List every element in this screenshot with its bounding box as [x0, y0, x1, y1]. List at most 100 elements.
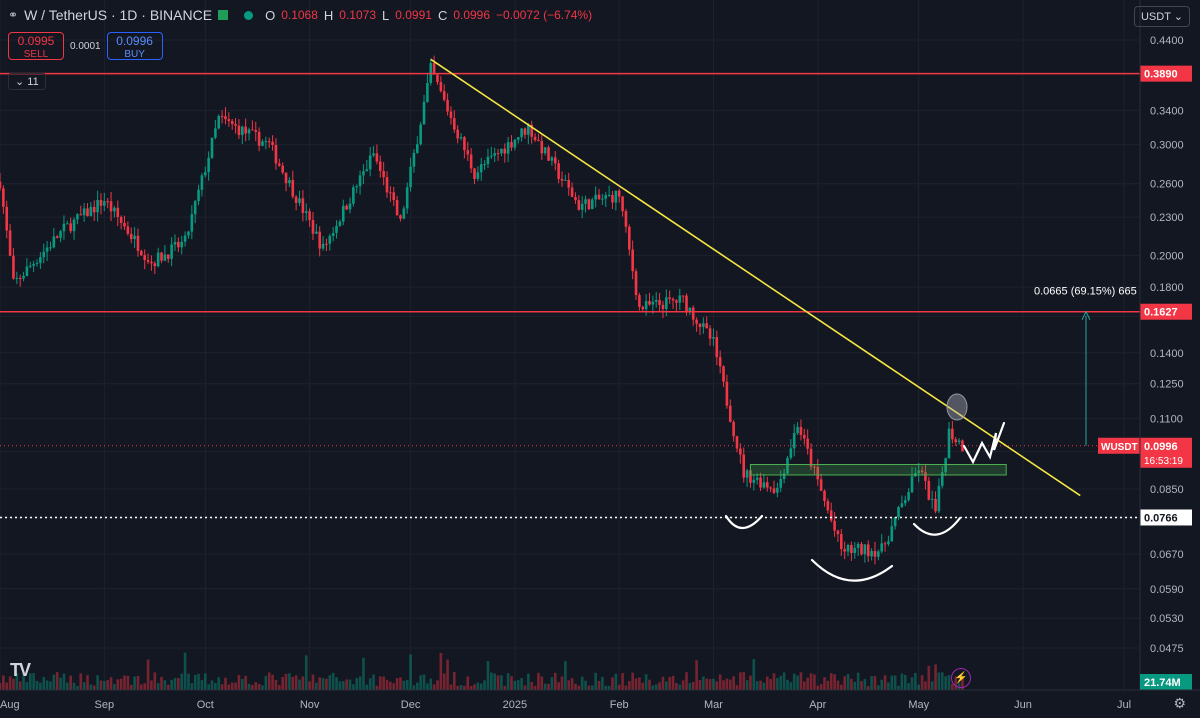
candle-body	[755, 477, 759, 480]
volume-bar	[621, 673, 624, 690]
candle-body	[607, 194, 611, 196]
volume-bar	[214, 683, 217, 690]
volume-bar	[12, 678, 15, 690]
candle-body	[940, 472, 944, 486]
volume-bar	[937, 672, 941, 690]
volume-bar	[702, 676, 705, 690]
lightning-icon[interactable]: ⚡	[951, 668, 971, 688]
time-axis-label: Jul	[1117, 699, 1131, 711]
candle-body	[779, 479, 783, 488]
volume-bar	[28, 673, 32, 690]
volume-bar	[409, 654, 412, 690]
candle-body	[49, 247, 52, 249]
candle-body	[715, 337, 719, 358]
volume-bar	[35, 680, 39, 690]
sell-button[interactable]: 0.0995 SELL	[8, 32, 64, 60]
candle-body	[116, 207, 120, 217]
candle-body	[166, 254, 170, 259]
time-axis-label: Aug	[0, 699, 20, 711]
candle-body	[493, 153, 496, 156]
volume-bar	[806, 677, 809, 690]
candle-body	[267, 141, 271, 143]
candle-body	[345, 205, 348, 210]
volume-bar	[278, 685, 281, 690]
volume-bar	[146, 659, 150, 690]
volume-bar	[920, 675, 924, 690]
candle-body	[419, 124, 422, 145]
candle-body	[469, 154, 473, 169]
volume-bar	[675, 682, 678, 690]
candle-body	[792, 433, 796, 449]
volume-bar	[560, 676, 564, 690]
candle-body	[543, 147, 547, 154]
candle-body	[129, 233, 133, 240]
volume-bar	[887, 682, 890, 690]
candle-body	[799, 426, 803, 435]
candle-body	[177, 241, 180, 248]
volume-bar	[823, 677, 826, 690]
volume-tag	[1140, 674, 1192, 690]
support-zone	[749, 463, 1007, 476]
volume-bar	[816, 685, 820, 690]
volume-bar	[866, 685, 870, 690]
volume-bar	[325, 678, 328, 690]
candle-body	[597, 194, 601, 200]
flag-icon[interactable]	[218, 10, 229, 20]
volume-bar	[220, 684, 224, 690]
candle-body	[72, 219, 76, 232]
buy-button[interactable]: 0.0996 BUY	[106, 32, 163, 60]
time-axis-label: 2025	[503, 699, 527, 711]
settings-gear-icon[interactable]: ⚙	[1173, 695, 1186, 711]
candle-body	[183, 235, 187, 242]
candle-body	[506, 142, 510, 154]
candle-body	[917, 470, 921, 474]
candle-body	[688, 307, 692, 312]
volume-bar	[399, 677, 402, 690]
candle-body	[15, 277, 19, 279]
candle-body	[156, 252, 160, 267]
candle-body	[136, 235, 140, 251]
volume-bar	[873, 676, 877, 690]
candle-body	[712, 337, 715, 339]
candle-body	[745, 470, 749, 478]
volume-bar	[735, 685, 739, 690]
volume-bar	[863, 679, 867, 690]
volume-bar	[89, 684, 93, 690]
candle-body	[661, 304, 665, 309]
candle-body	[382, 170, 385, 178]
volume-bar	[500, 675, 503, 690]
candle-body	[143, 255, 147, 261]
volume-bar	[439, 652, 443, 690]
volume-bar	[840, 684, 843, 690]
volume-bar	[846, 673, 850, 690]
candle-body	[173, 241, 177, 245]
candle-body	[631, 249, 634, 272]
volume-bar	[870, 676, 873, 690]
volume-bar	[308, 681, 311, 690]
time-axis-label: Dec	[401, 699, 421, 711]
volume-bar	[897, 685, 900, 690]
symbol-title[interactable]: W / TetherUS · 1D · BINANCE	[24, 7, 213, 23]
candle-body	[765, 482, 769, 488]
candle-body	[614, 190, 618, 203]
volume-bar	[422, 674, 426, 690]
candle-body	[691, 307, 695, 320]
volume-bar	[341, 681, 345, 690]
time-axis-label: Sep	[95, 699, 115, 711]
candle-body	[806, 438, 809, 449]
candle-body	[641, 306, 645, 310]
volume-bar	[678, 684, 682, 690]
volume-bar	[574, 683, 577, 690]
currency-selector[interactable]: USDT ⌄	[1133, 6, 1190, 27]
indicators-toggle[interactable]: ⌄ 11	[8, 73, 46, 90]
breakout-highlight	[946, 393, 968, 421]
tradingview-logo-icon[interactable]: TV	[10, 660, 31, 680]
candle-body	[318, 231, 322, 249]
candle-body	[146, 260, 150, 262]
candle-body	[728, 405, 732, 422]
volume-bar	[315, 682, 318, 690]
candle-body	[769, 487, 772, 489]
candle-body	[227, 119, 231, 122]
volume-bar	[183, 652, 187, 690]
